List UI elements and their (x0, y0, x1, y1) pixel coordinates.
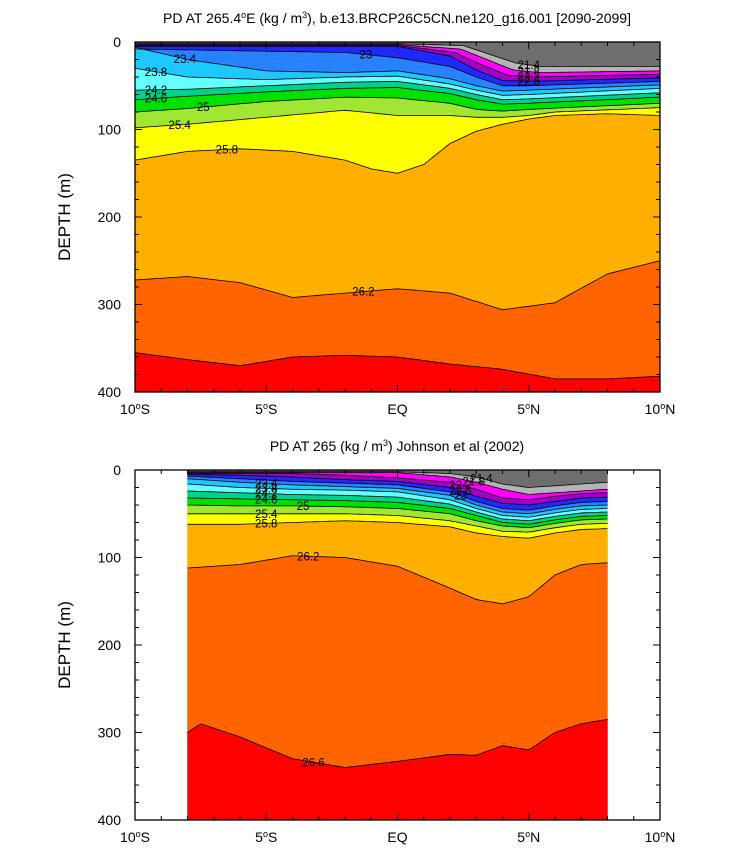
contour-label: 23 (454, 491, 467, 503)
contour-label: 22.6 (518, 76, 540, 88)
contour-line (135, 96, 660, 113)
contour-label: 26.2 (352, 287, 374, 299)
contour-label: 23.4 (174, 54, 197, 66)
y-axis: 0 100 200 300 400 (98, 34, 660, 400)
x-tick-label: 10oS (120, 401, 150, 417)
contour-label: 21.4 (470, 473, 493, 485)
contour-line (135, 67, 660, 96)
contour-label: 25.4 (168, 120, 191, 132)
y-axis-label: DEPTH (m) (55, 601, 74, 689)
contour-line (187, 490, 608, 522)
x-tick-label: 5oS (255, 829, 277, 845)
contour-label: 22.2 (449, 480, 471, 492)
y-tick-label: 300 (98, 725, 122, 741)
contour-label: 23.8 (145, 67, 167, 79)
contour-line (187, 483, 608, 518)
contour-line (135, 87, 660, 105)
y-tick-label: 200 (98, 209, 122, 225)
y-axis: 0 100 200 300 400 (98, 462, 660, 828)
contour-label: 24.6 (255, 494, 277, 506)
x-tick-label: EQ (387, 829, 407, 845)
contour-labels: 21.421.822.222.623 23.423.824.224.6 25 25.4… (255, 473, 493, 769)
contour-line (135, 113, 660, 174)
contour-line (135, 352, 660, 380)
contour-label: 26.6 (302, 757, 324, 769)
x-tick-label: 5oS (255, 401, 277, 417)
contour-labels: 21.421.822.222.6 23 23.4 23.8 24.224.6 25 25.4… (145, 50, 541, 299)
contour-line (187, 555, 608, 605)
contour-label: 24.2 (145, 85, 167, 97)
panel-top: PD AT 265.4oE (kg / m3), b.e13.BRCP26C5C… (55, 10, 675, 417)
contour-label: 21.8 (518, 67, 540, 79)
contour-line (187, 473, 608, 501)
y-tick-label: 400 (98, 384, 122, 400)
contour-line (135, 81, 660, 101)
contour-label: 23 (360, 50, 373, 62)
contour-line (187, 474, 608, 506)
y-axis-label: DEPTH (m) (55, 173, 74, 261)
x-tick-label: 10oN (645, 829, 676, 845)
contour-label: 22.2 (518, 72, 540, 84)
contour-line (187, 513, 608, 533)
y-tick-label: 400 (98, 812, 122, 828)
y-tick-label: 0 (113, 34, 121, 50)
contour-label: 25.8 (255, 518, 277, 530)
x-tick-label: 5oN (517, 401, 540, 417)
x-tick-label: 10oN (645, 401, 676, 417)
contour-line (135, 107, 660, 129)
contour-label: 25 (297, 501, 310, 513)
panel-title: PD AT 265.4oE (kg / m3), b.e13.BRCP26C5C… (163, 10, 631, 26)
x-tick-label: 5oN (517, 829, 540, 845)
contour-line (135, 260, 660, 311)
y-tick-label: 300 (98, 297, 122, 313)
x-tick-label: EQ (387, 401, 407, 417)
panel-title: PD AT 265 (kg / m3) Johnson et al (2002) (270, 438, 524, 454)
contour-line (187, 497, 608, 525)
contour-line (187, 504, 608, 529)
contour-line (187, 719, 608, 768)
contour-label: 25.8 (216, 144, 238, 156)
y-tick-label: 0 (113, 462, 121, 478)
y-tick-label: 100 (98, 122, 122, 138)
contour-label: 26.2 (297, 551, 319, 563)
contour-label: 25.4 (255, 509, 278, 521)
x-axis: 10oS 5oS EQ 5oN 10oN (120, 470, 675, 845)
x-tick-label: 10oS (120, 829, 150, 845)
contour-label: 22.6 (449, 486, 471, 498)
contour-line (187, 475, 608, 511)
contour-line (135, 48, 660, 87)
y-tick-label: 200 (98, 637, 122, 653)
contour-label: 21.4 (518, 60, 541, 72)
contour-label: 24.6 (145, 93, 167, 105)
contour-label: 25 (197, 102, 210, 114)
y-tick-label: 100 (98, 550, 122, 566)
contour-band (187, 555, 608, 768)
contour-label: 21.8 (462, 477, 484, 489)
contour-line (187, 478, 608, 515)
contour-line (187, 520, 608, 539)
x-axis: 10oS 5oS EQ 5oN 10oN (120, 42, 675, 417)
contour-lines (187, 471, 608, 768)
panel-bottom: PD AT 265 (kg / m3) Johnson et al (2002)… (55, 438, 675, 845)
contour-line (135, 46, 660, 92)
contour-label: 23.4 (255, 479, 278, 491)
contour-label: 23.8 (255, 483, 277, 495)
contour-label: 24.2 (255, 489, 277, 501)
